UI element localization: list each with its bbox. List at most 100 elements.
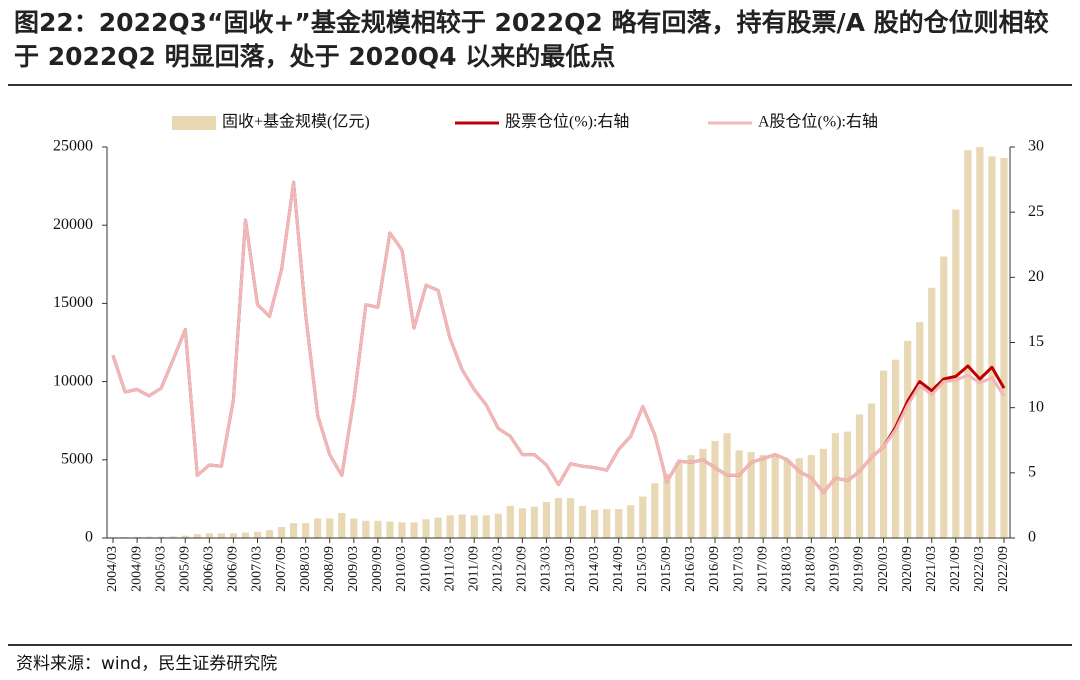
- bar: [362, 520, 370, 538]
- x-tick-label: 2004/03: [105, 546, 120, 592]
- bar: [446, 515, 454, 538]
- y-tick-label: 5000: [61, 450, 93, 467]
- x-tick-label: 2007/09: [274, 546, 289, 592]
- x-tick-label: 2015/03: [635, 546, 650, 592]
- bar: [530, 506, 539, 538]
- bar: [506, 505, 514, 538]
- bar: [277, 527, 286, 538]
- legend-swatch: [172, 116, 216, 130]
- y-tick-label: 25000: [53, 138, 93, 155]
- bar: [952, 209, 960, 538]
- bar: [434, 517, 442, 538]
- x-tick-label: 2017/09: [755, 546, 770, 592]
- x-tick-label: 2012/09: [515, 546, 530, 592]
- y2-tick-label: 0: [1028, 529, 1036, 546]
- bar: [795, 458, 803, 538]
- bar: [964, 150, 972, 539]
- bar: [699, 448, 707, 538]
- bar: [169, 536, 177, 538]
- x-tick-label: 2016/03: [683, 546, 698, 592]
- bar: [229, 533, 238, 538]
- x-tick-label: 2014/09: [611, 546, 626, 592]
- bar: [338, 512, 346, 538]
- legend-label: 股票仓位(%):右轴: [505, 113, 629, 131]
- bar: [422, 519, 430, 538]
- bar: [326, 518, 334, 538]
- y2-tick-label: 25: [1028, 203, 1044, 220]
- bar: [494, 513, 502, 538]
- x-tick-label: 2007/03: [250, 546, 265, 592]
- bar: [976, 147, 984, 538]
- line: [111, 180, 1006, 494]
- x-tick-label: 2005/03: [153, 546, 168, 592]
- x-tick-label: 2022/03: [972, 546, 987, 592]
- x-tick-label: 2016/09: [707, 546, 722, 592]
- bar: [663, 473, 671, 538]
- legend-label: A股仓位(%):右轴: [758, 113, 878, 131]
- bar: [711, 441, 719, 538]
- x-tick-label: 2020/03: [876, 546, 891, 592]
- bar: [687, 455, 695, 538]
- bar: [603, 509, 611, 538]
- bar: [290, 523, 298, 538]
- bar: [892, 359, 900, 538]
- bar: [542, 502, 551, 538]
- bar: [566, 498, 575, 538]
- x-tick-label: 2019/09: [852, 546, 867, 592]
- bar: [855, 414, 864, 538]
- y2-tick-label: 30: [1028, 138, 1044, 155]
- x-tick-label: 2008/03: [298, 546, 313, 592]
- x-tick-label: 2011/03: [442, 546, 457, 591]
- y-tick-label: 15000: [53, 294, 93, 311]
- x-tick-label: 2006/09: [226, 546, 241, 592]
- bar: [253, 531, 262, 538]
- bar: [458, 514, 466, 538]
- x-tick-label: 2018/09: [804, 546, 819, 592]
- x-tick-label: 2022/09: [996, 546, 1011, 592]
- x-tick-label: 2011/09: [466, 546, 481, 591]
- bar: [265, 530, 274, 538]
- bar: [1000, 157, 1008, 538]
- bar: [916, 322, 924, 538]
- x-tick-label: 2013/09: [563, 546, 578, 592]
- x-tick-label: 2014/03: [587, 546, 602, 592]
- bar: [723, 433, 731, 538]
- x-tick-label: 2021/03: [924, 546, 939, 592]
- y2-tick-label: 10: [1028, 398, 1044, 415]
- x-tick-label: 2020/09: [900, 546, 915, 592]
- y2-tick-label: 20: [1028, 268, 1044, 285]
- x-tick-label: 2010/09: [418, 546, 433, 592]
- bar: [879, 370, 888, 538]
- chart-title: 图22：2022Q3“固收+”基金规模相较于 2022Q2 略有回落，持有股票/…: [14, 8, 1049, 71]
- bar: [205, 533, 213, 538]
- bar: [988, 156, 996, 538]
- x-tick-label: 2013/03: [539, 546, 554, 592]
- bar: [193, 534, 201, 538]
- bar: [747, 451, 755, 538]
- bar: [639, 496, 647, 538]
- bar: [157, 536, 165, 538]
- x-tick-label: 2009/09: [370, 546, 385, 592]
- bar: [904, 340, 912, 538]
- x-tick-label: 2017/03: [731, 546, 746, 592]
- x-tick-label: 2010/03: [394, 546, 409, 592]
- x-tick-label: 2004/09: [129, 546, 144, 592]
- bar: [518, 508, 526, 538]
- bar: [145, 536, 153, 538]
- bar: [615, 509, 623, 538]
- bar: [314, 518, 322, 538]
- bar: [867, 403, 876, 538]
- bar: [470, 515, 478, 538]
- bar: [350, 518, 358, 538]
- y-tick-label: 0: [85, 529, 93, 546]
- bar: [627, 505, 635, 538]
- bar: [181, 535, 189, 538]
- bar: [410, 522, 418, 538]
- bar: [807, 455, 815, 538]
- bar: [591, 509, 599, 538]
- bar: [554, 498, 563, 538]
- bar: [771, 456, 779, 538]
- bar: [783, 459, 791, 538]
- source: 资料来源：wind，民生证券研究院: [16, 654, 277, 674]
